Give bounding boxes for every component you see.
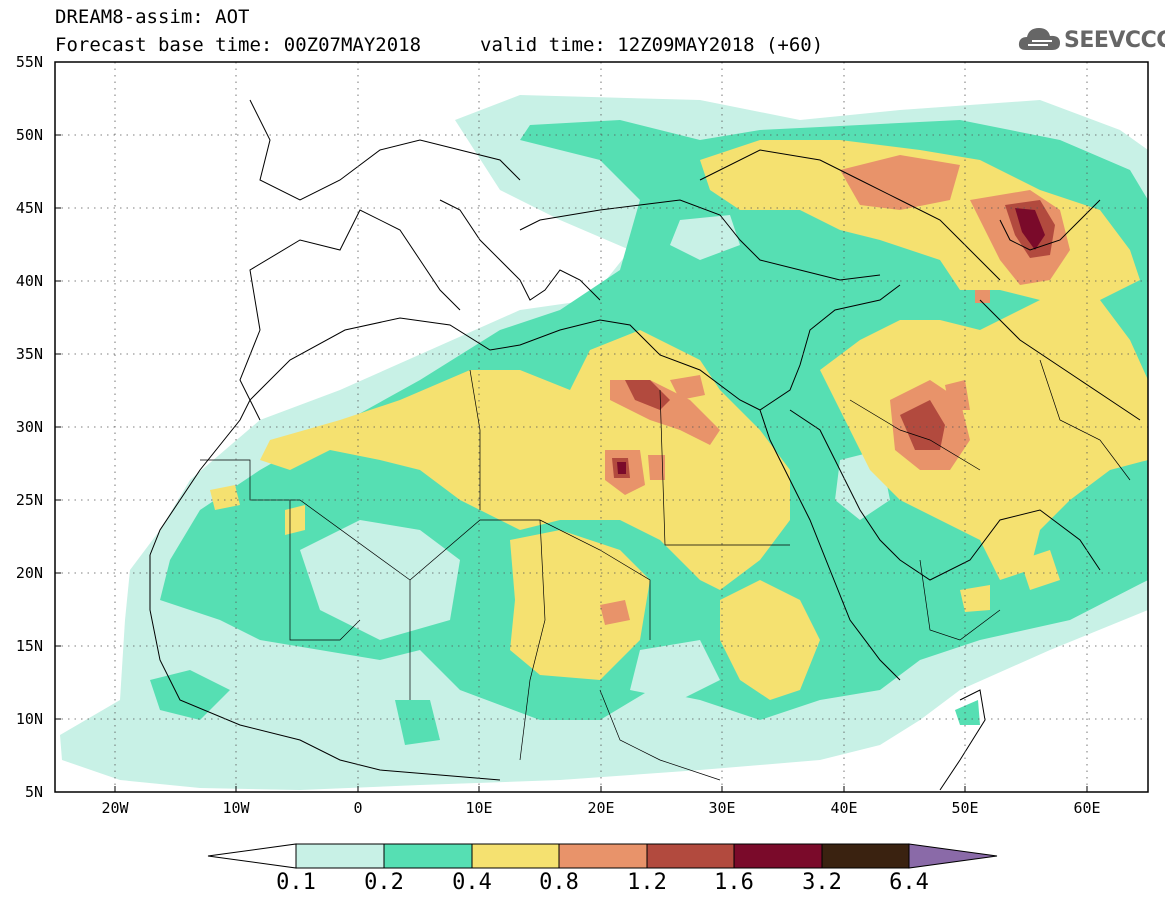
lon-label: 10E (465, 799, 493, 817)
lon-label: 20E (587, 799, 615, 817)
lon-label: 50E (951, 799, 979, 817)
lon-label: 40E (830, 799, 858, 817)
lon-label: 30E (708, 799, 736, 817)
logo-text: SEEVCCC (1064, 28, 1165, 53)
colorbar-label: 6.4 (889, 870, 929, 895)
colorbar-label: 0.1 (276, 870, 316, 895)
colorbar-label: 0.8 (539, 870, 579, 895)
map-title: DREAM8-assim: AOT (55, 6, 250, 28)
seevccc-logo: SEEVCCC (1018, 24, 1165, 58)
lon-label: 60E (1073, 799, 1101, 817)
graticule (55, 62, 1148, 792)
lat-label: 35N (15, 345, 43, 363)
axis-ticks (55, 61, 1088, 792)
forecast-base-time: Forecast base time: 00Z07MAY2018 (55, 34, 422, 56)
colorbar-swatch-1 (295, 843, 385, 869)
lat-label: 55N (15, 53, 43, 71)
colorbar-swatch-5 (646, 843, 735, 869)
colorbar-swatch-6 (733, 843, 823, 869)
aot-contours (60, 95, 1148, 790)
colorbar-label: 0.4 (452, 870, 492, 895)
lat-label: 5N (24, 783, 43, 801)
valid-time: valid time: 12Z09MAY2018 (+60) (480, 34, 824, 56)
coastlines (149, 99, 1141, 791)
colorbar-swatch-7 (821, 843, 910, 869)
colorbar-label: 0.2 (364, 870, 404, 895)
colorbar (207, 843, 998, 869)
colorbar-label: 1.2 (627, 870, 667, 895)
lon-label: 20W (101, 799, 129, 817)
colorbar-label: 3.2 (802, 870, 842, 895)
lon-label: 10W (222, 799, 250, 817)
colorbar-swatch-4 (558, 843, 648, 869)
lat-label: 20N (15, 564, 43, 582)
colorbar-label: 1.6 (714, 870, 754, 895)
lat-label: 15N (15, 637, 43, 655)
cloud-icon (1018, 28, 1060, 50)
lat-label: 10N (15, 710, 43, 728)
lon-label: 0 (353, 799, 363, 817)
lat-label: 45N (15, 199, 43, 217)
lat-label: 25N (15, 491, 43, 509)
colorbar-swatch-2 (383, 843, 473, 869)
lat-label: 30N (15, 418, 43, 436)
lat-label: 50N (15, 126, 43, 144)
contour-1-6 (617, 208, 1045, 474)
lat-label: 40N (15, 272, 43, 290)
colorbar-lower-arrow (207, 843, 297, 869)
colorbar-upper-arrow (908, 843, 998, 869)
colorbar-swatch-3 (471, 843, 560, 869)
country-borders (200, 359, 1131, 781)
